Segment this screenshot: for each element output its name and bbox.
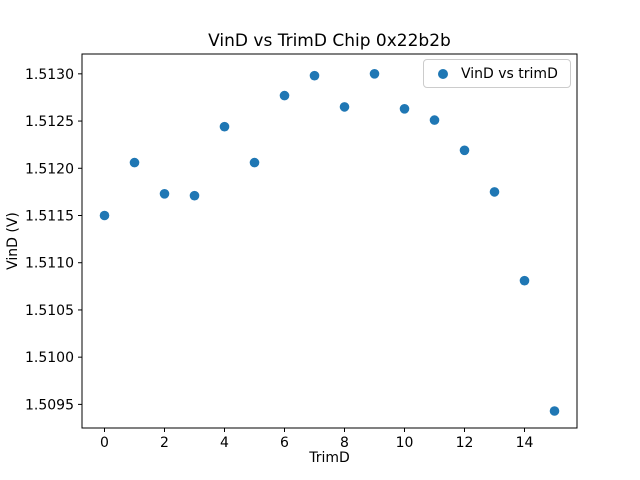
x-tick-label: 6 <box>280 435 289 451</box>
data-point <box>429 115 440 125</box>
legend-marker-icon <box>438 68 448 79</box>
y-tick-label: 1.5120 <box>25 161 74 177</box>
x-tick-label: 12 <box>456 435 474 451</box>
x-tick-label: 8 <box>340 435 349 451</box>
data-point <box>279 90 290 101</box>
x-tick-label: 14 <box>516 435 534 451</box>
y-axis-label: VinD (V) <box>5 212 21 270</box>
data-point <box>549 406 560 416</box>
data-point <box>189 190 200 201</box>
data-point <box>159 189 170 199</box>
x-tick-label: 10 <box>396 435 414 451</box>
y-tick-label: 1.5130 <box>25 67 74 83</box>
data-point <box>399 104 410 114</box>
y-tick-label: 1.5100 <box>25 350 74 366</box>
data-point <box>459 145 470 156</box>
data-point <box>519 275 530 286</box>
chart-title: VinD vs TrimD Chip 0x22b2b <box>208 31 451 51</box>
legend: VinD vs trimD <box>423 59 571 88</box>
legend-label: VinD vs trimD <box>461 65 558 82</box>
data-point <box>369 69 380 79</box>
data-point <box>339 102 350 112</box>
data-point <box>129 157 140 168</box>
y-tick-label: 1.5110 <box>25 256 74 272</box>
x-tick-label: 4 <box>220 435 229 451</box>
x-tick-label: 2 <box>160 435 169 451</box>
data-point <box>99 210 110 221</box>
y-tick-label: 1.5125 <box>25 114 74 130</box>
data-point <box>309 70 320 81</box>
y-tick-label: 1.5095 <box>25 397 74 413</box>
y-tick-label: 1.5115 <box>25 209 74 225</box>
x-axis-label: TrimD <box>309 450 350 466</box>
plot-border <box>81 53 578 429</box>
data-point <box>249 157 260 168</box>
x-tick-label: 0 <box>100 435 109 451</box>
y-tick-label: 1.5105 <box>25 303 74 319</box>
data-point <box>219 121 230 132</box>
data-point <box>489 187 500 197</box>
